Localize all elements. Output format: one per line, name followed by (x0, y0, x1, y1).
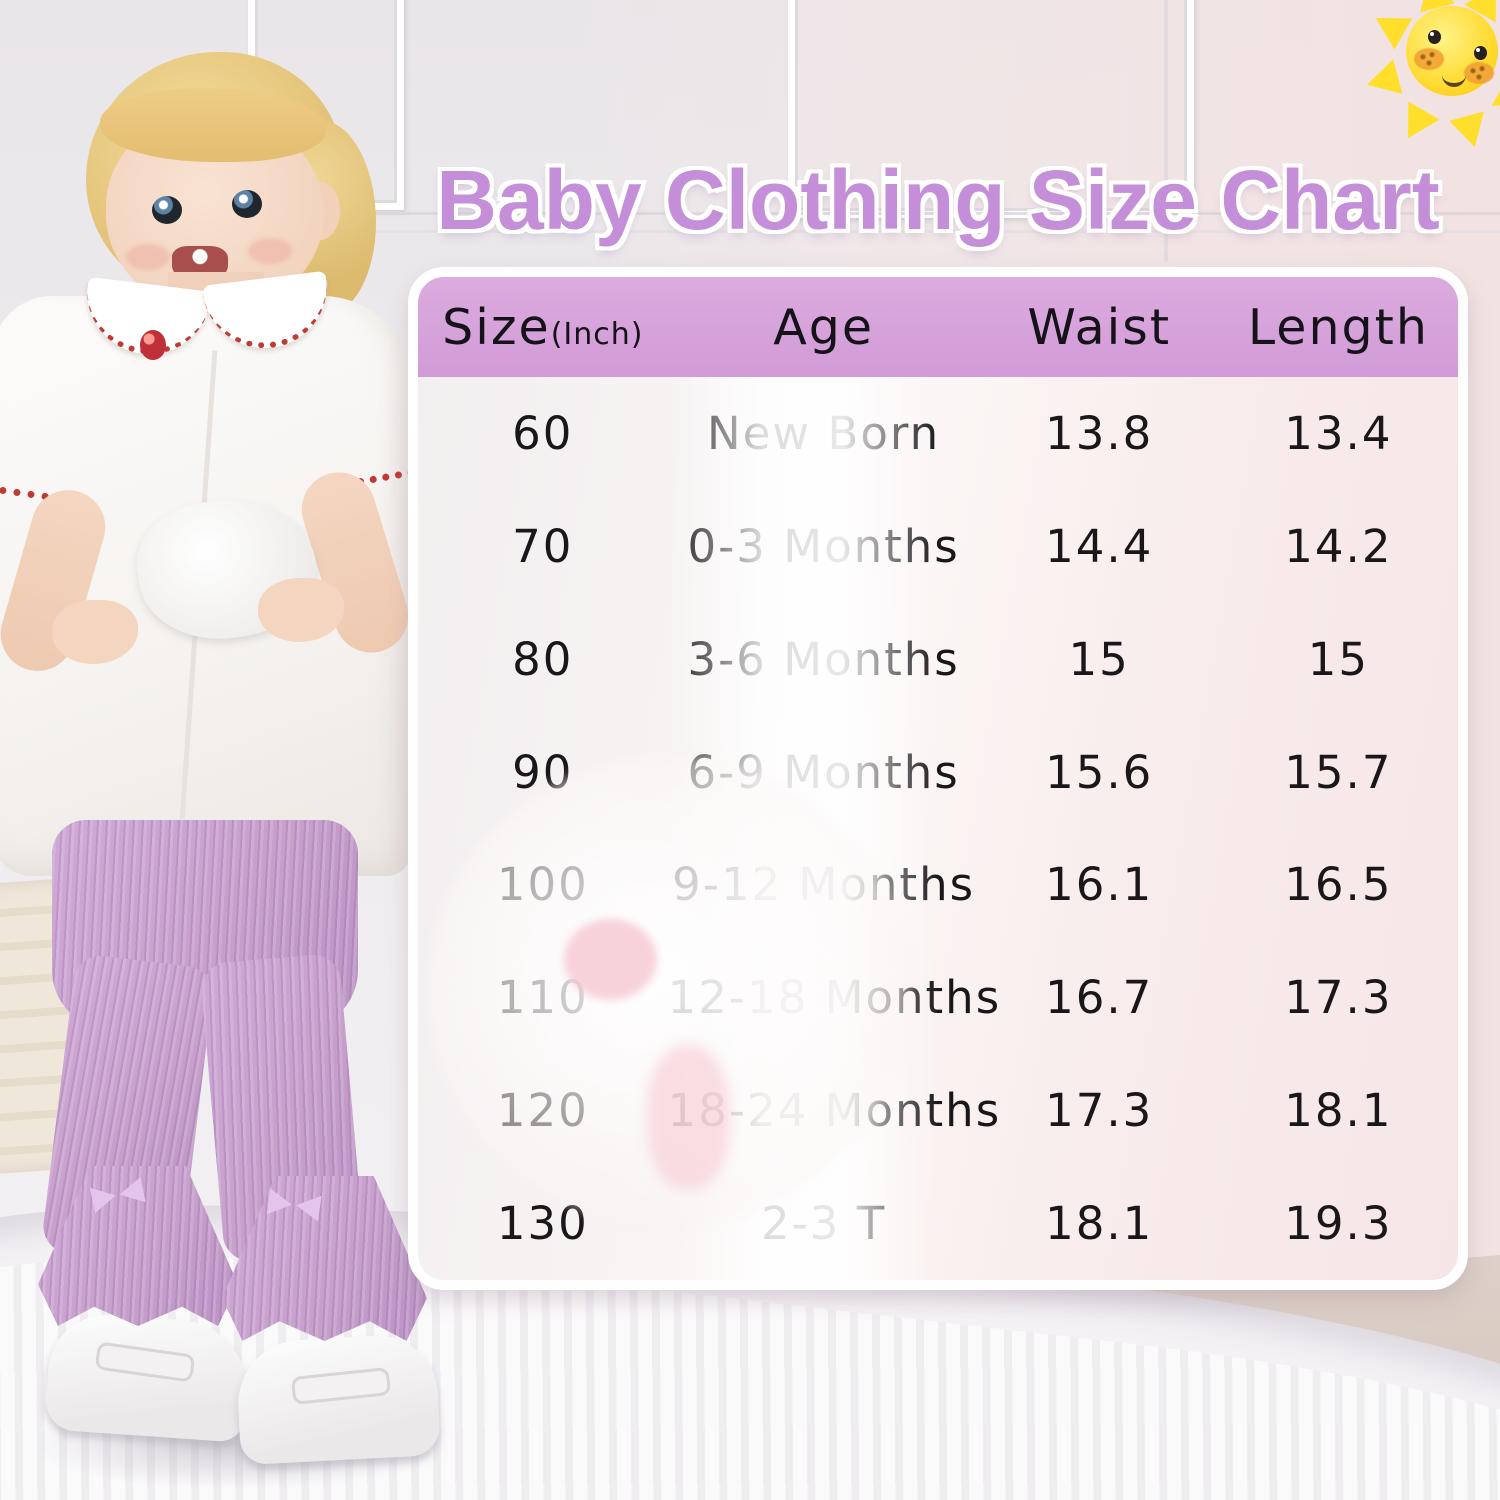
length-cell: 14.2 (1284, 519, 1393, 573)
waist-cell: 18.1 (1045, 1197, 1154, 1251)
size-cell: 60 (512, 406, 574, 460)
length-cell: 18.1 (1284, 1084, 1393, 1138)
baby-blush (126, 244, 170, 270)
waist-column-header: Waist (1027, 298, 1172, 356)
sun-icon (1378, 0, 1500, 148)
length-cell: 15.7 (1284, 745, 1393, 799)
waist-cell: 16.1 (1045, 858, 1154, 912)
waist-cell: 15 (1068, 632, 1130, 686)
size-column-header: Size(Inch) (418, 299, 668, 356)
sun-smile (1442, 68, 1466, 87)
teddy-paw-backdrop (563, 918, 658, 1001)
baby-eye-left (152, 196, 182, 224)
table-row: 60 New Born 13.8 13.4 (418, 377, 1458, 490)
baby-eye-right (232, 190, 262, 218)
page-title: Baby Clothing Size Chart (432, 149, 1443, 251)
size-chart-panel: Size(Inch) Age Waist Length 60 New Born … (408, 267, 1468, 1290)
teddy-paw-backdrop (646, 1045, 730, 1190)
shirt-button (140, 330, 166, 360)
length-cell: 15 (1307, 632, 1369, 686)
length-column-header: Length (1247, 298, 1429, 356)
table-body: 60 New Born 13.8 13.4 70 0-3 Months 14.4… (418, 377, 1458, 1280)
waist-cell: 13.8 (1045, 406, 1154, 460)
length-cell: 19.3 (1284, 1197, 1393, 1251)
size-cell: 80 (512, 632, 574, 686)
sun-cheek (1414, 48, 1444, 70)
table-row: 70 0-3 Months 14.4 14.2 (418, 490, 1458, 603)
table-header-row: Size(Inch) Age Waist Length (418, 277, 1458, 377)
sun-eye (1428, 30, 1441, 44)
wall-molding-line (360, 230, 1500, 233)
baby-hair-fringe (100, 88, 326, 162)
baby-hand (52, 600, 138, 664)
length-cell: 13.4 (1284, 406, 1393, 460)
waist-cell: 14.4 (1045, 519, 1154, 573)
length-cell: 16.5 (1284, 858, 1393, 912)
size-cell: 70 (512, 519, 574, 573)
waist-cell: 17.3 (1045, 1084, 1154, 1138)
sun-ray (1491, 74, 1500, 121)
wall-groove (1164, 0, 1168, 262)
length-cell: 17.3 (1284, 971, 1393, 1025)
size-header-label: Size (442, 298, 551, 356)
waist-cell: 15.6 (1045, 745, 1154, 799)
sun-ray (1449, 111, 1492, 151)
baby-blush (248, 238, 292, 264)
sun-cheek (1464, 62, 1494, 84)
sun-eye (1474, 46, 1487, 60)
waist-cell: 16.7 (1045, 971, 1154, 1025)
sun-ray (1392, 101, 1439, 147)
table-row: 80 3-6 Months 15 15 (418, 603, 1458, 716)
wall-molding-line (360, 212, 1500, 215)
sun-face (1406, 6, 1498, 96)
baby-hand (258, 578, 344, 642)
age-column-header: Age (773, 298, 874, 356)
size-unit-label: (Inch) (550, 316, 644, 352)
